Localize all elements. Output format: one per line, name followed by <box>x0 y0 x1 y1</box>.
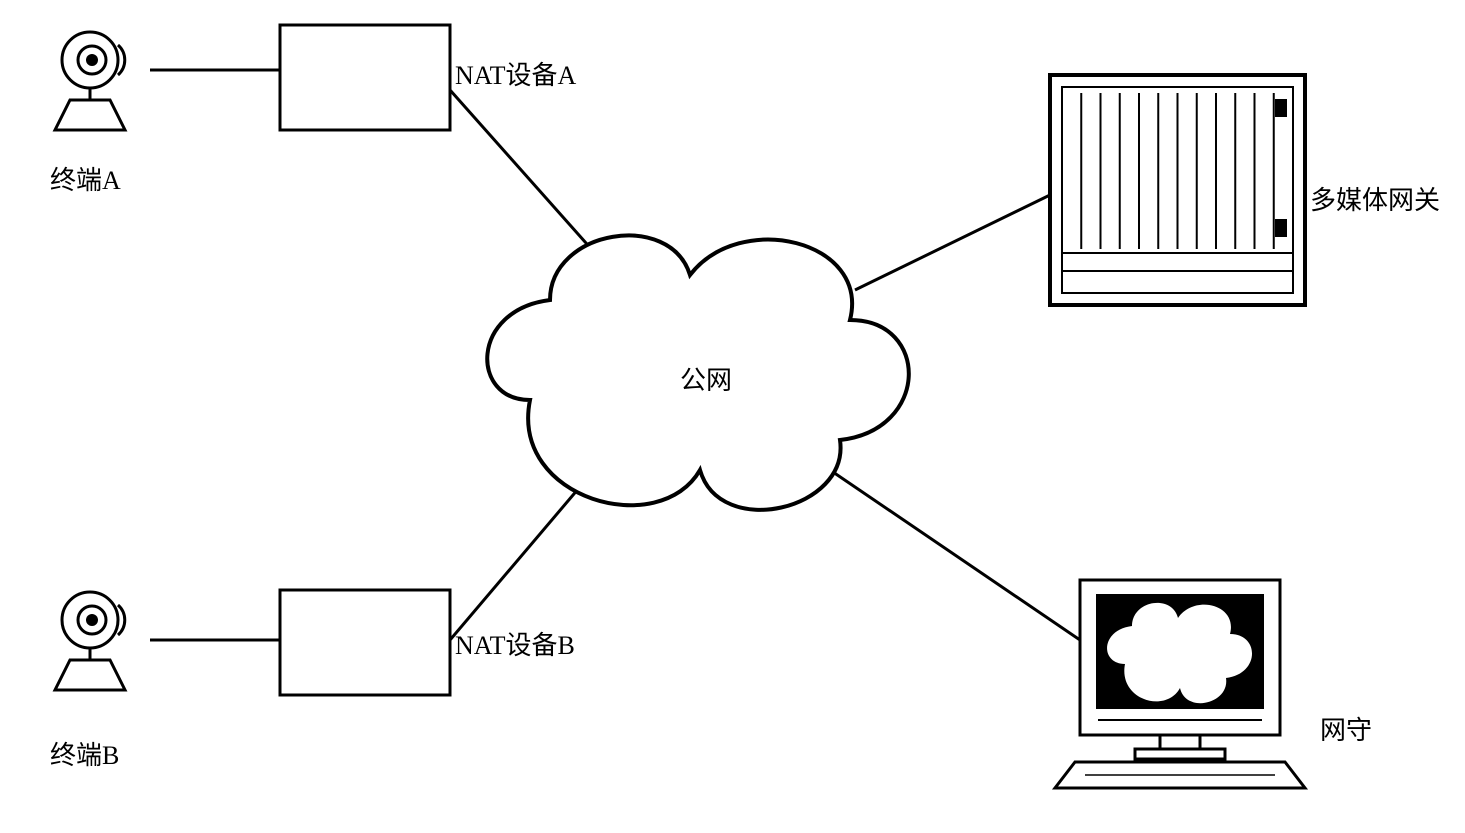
camera-icon <box>55 592 125 690</box>
label-terminal-b: 终端B <box>50 735 119 772</box>
diagram-svg <box>0 0 1465 828</box>
nat-box <box>280 590 450 695</box>
label-terminal-a: 终端A <box>50 160 121 197</box>
label-nat-b: NAT设备B <box>455 625 575 662</box>
camera-icon <box>55 32 125 130</box>
label-gatekeeper: 网守 <box>1320 710 1372 747</box>
nat-box <box>280 25 450 130</box>
label-gateway: 多媒体网关 <box>1310 180 1440 217</box>
gatekeeper-computer-icon <box>1055 580 1305 788</box>
diagram-stage: 终端A 终端B NAT设备A NAT设备B 公网 多媒体网关 网守 <box>0 0 1465 828</box>
label-public-net: 公网 <box>680 360 732 397</box>
gateway-rack-icon <box>1050 75 1305 305</box>
nodes-group <box>55 25 1305 788</box>
label-nat-a: NAT设备A <box>455 55 576 92</box>
